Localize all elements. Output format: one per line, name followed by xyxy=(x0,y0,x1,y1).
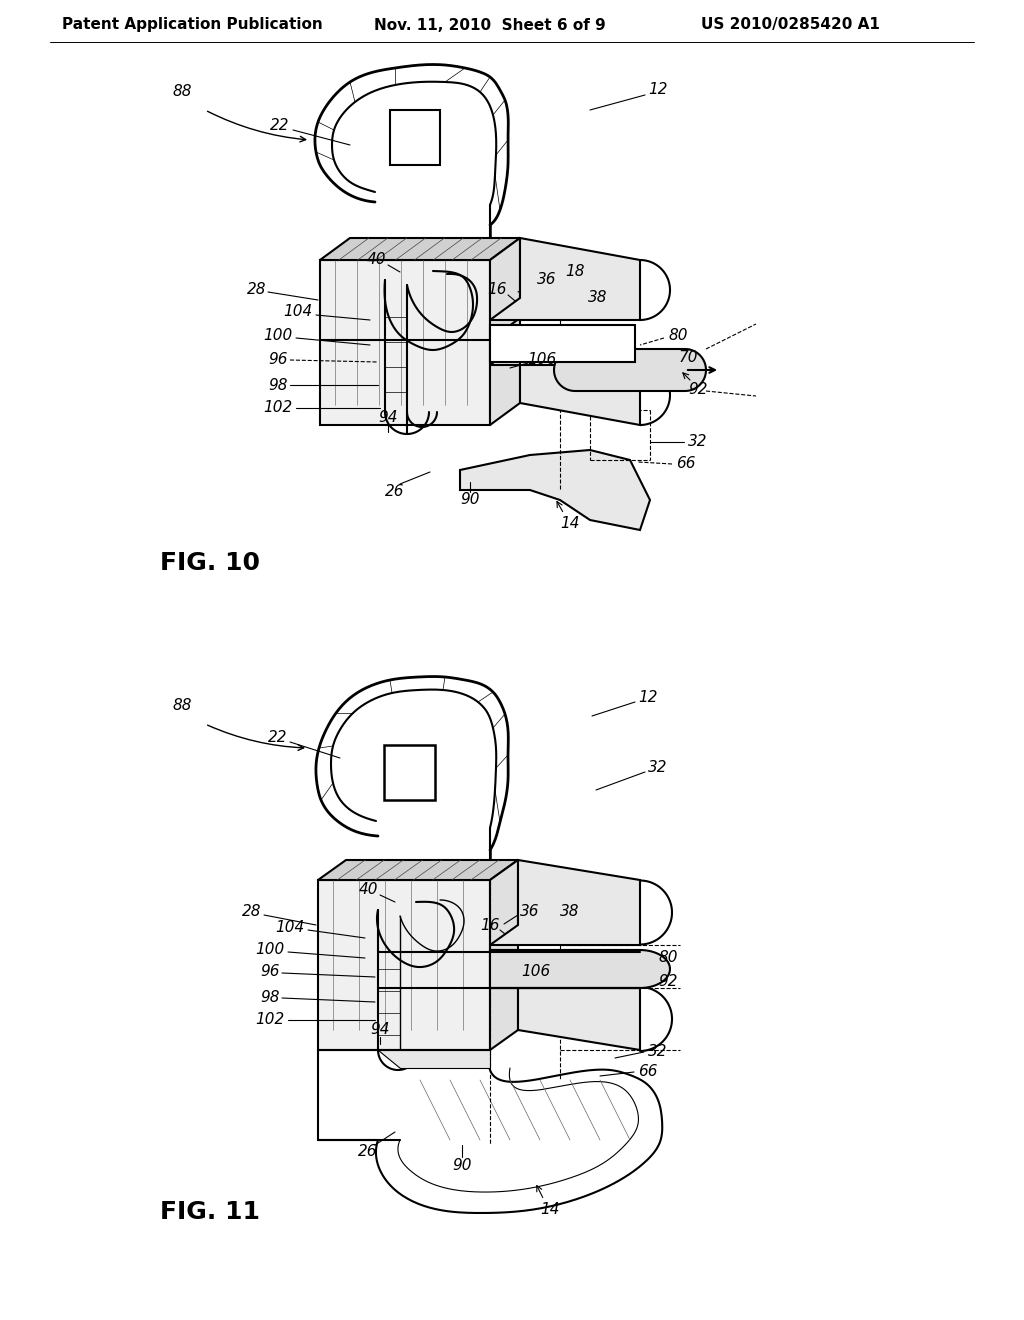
Text: 90: 90 xyxy=(460,492,480,507)
Text: 32: 32 xyxy=(648,1044,668,1060)
Text: 28: 28 xyxy=(247,282,266,297)
Text: 106: 106 xyxy=(521,965,551,979)
Text: 90: 90 xyxy=(453,1158,472,1172)
Text: 36: 36 xyxy=(538,272,557,288)
Polygon shape xyxy=(319,238,520,260)
Text: 22: 22 xyxy=(270,117,290,132)
Text: 36: 36 xyxy=(520,904,540,920)
Text: Patent Application Publication: Patent Application Publication xyxy=(61,17,323,33)
Text: Nov. 11, 2010  Sheet 6 of 9: Nov. 11, 2010 Sheet 6 of 9 xyxy=(374,17,606,33)
Polygon shape xyxy=(460,450,650,531)
Text: 104: 104 xyxy=(284,305,312,319)
Text: 38: 38 xyxy=(588,290,608,305)
Polygon shape xyxy=(554,348,706,391)
Text: 94: 94 xyxy=(371,1023,390,1038)
Text: 16: 16 xyxy=(480,917,500,932)
Text: 26: 26 xyxy=(358,1144,378,1159)
Polygon shape xyxy=(490,238,520,425)
Text: 96: 96 xyxy=(268,352,288,367)
Text: 98: 98 xyxy=(260,990,280,1006)
Polygon shape xyxy=(490,343,640,425)
Text: 106: 106 xyxy=(527,352,557,367)
Text: 94: 94 xyxy=(378,411,397,425)
Polygon shape xyxy=(319,260,490,425)
Text: 98: 98 xyxy=(268,378,288,392)
Text: 70: 70 xyxy=(678,351,697,366)
Text: 14: 14 xyxy=(541,1203,560,1217)
Text: 102: 102 xyxy=(263,400,293,416)
Polygon shape xyxy=(318,861,518,880)
Text: 102: 102 xyxy=(255,1012,285,1027)
Text: 80: 80 xyxy=(658,950,678,965)
Text: 66: 66 xyxy=(676,457,695,471)
Text: US 2010/0285420 A1: US 2010/0285420 A1 xyxy=(700,17,880,33)
Text: 26: 26 xyxy=(385,484,404,499)
Text: 88: 88 xyxy=(172,84,191,99)
Polygon shape xyxy=(318,880,490,1049)
Text: 100: 100 xyxy=(255,942,285,957)
Text: 92: 92 xyxy=(658,974,678,990)
Text: 14: 14 xyxy=(560,516,580,532)
Text: 32: 32 xyxy=(688,434,708,450)
Text: 96: 96 xyxy=(260,965,280,979)
Polygon shape xyxy=(490,325,635,362)
Text: 80: 80 xyxy=(669,327,688,342)
Text: 28: 28 xyxy=(243,904,262,920)
Polygon shape xyxy=(490,968,640,1049)
Text: 32: 32 xyxy=(648,760,668,776)
Text: FIG. 11: FIG. 11 xyxy=(160,1200,260,1224)
Polygon shape xyxy=(384,744,435,800)
Text: 38: 38 xyxy=(560,904,580,920)
Text: 66: 66 xyxy=(638,1064,657,1080)
Text: 12: 12 xyxy=(648,82,668,98)
Text: 92: 92 xyxy=(688,383,708,397)
Text: 16: 16 xyxy=(487,282,507,297)
Text: 12: 12 xyxy=(638,690,657,705)
Polygon shape xyxy=(490,861,518,1049)
Text: 40: 40 xyxy=(358,883,378,898)
Polygon shape xyxy=(490,950,670,987)
Text: 40: 40 xyxy=(367,252,386,268)
Polygon shape xyxy=(390,110,440,165)
Text: 104: 104 xyxy=(275,920,304,936)
Text: 22: 22 xyxy=(268,730,288,746)
Text: 18: 18 xyxy=(565,264,585,280)
Polygon shape xyxy=(490,238,640,319)
Polygon shape xyxy=(490,861,640,945)
Text: 88: 88 xyxy=(172,698,191,714)
Polygon shape xyxy=(378,1049,490,1068)
Text: FIG. 10: FIG. 10 xyxy=(160,550,260,576)
Text: 100: 100 xyxy=(263,327,293,342)
